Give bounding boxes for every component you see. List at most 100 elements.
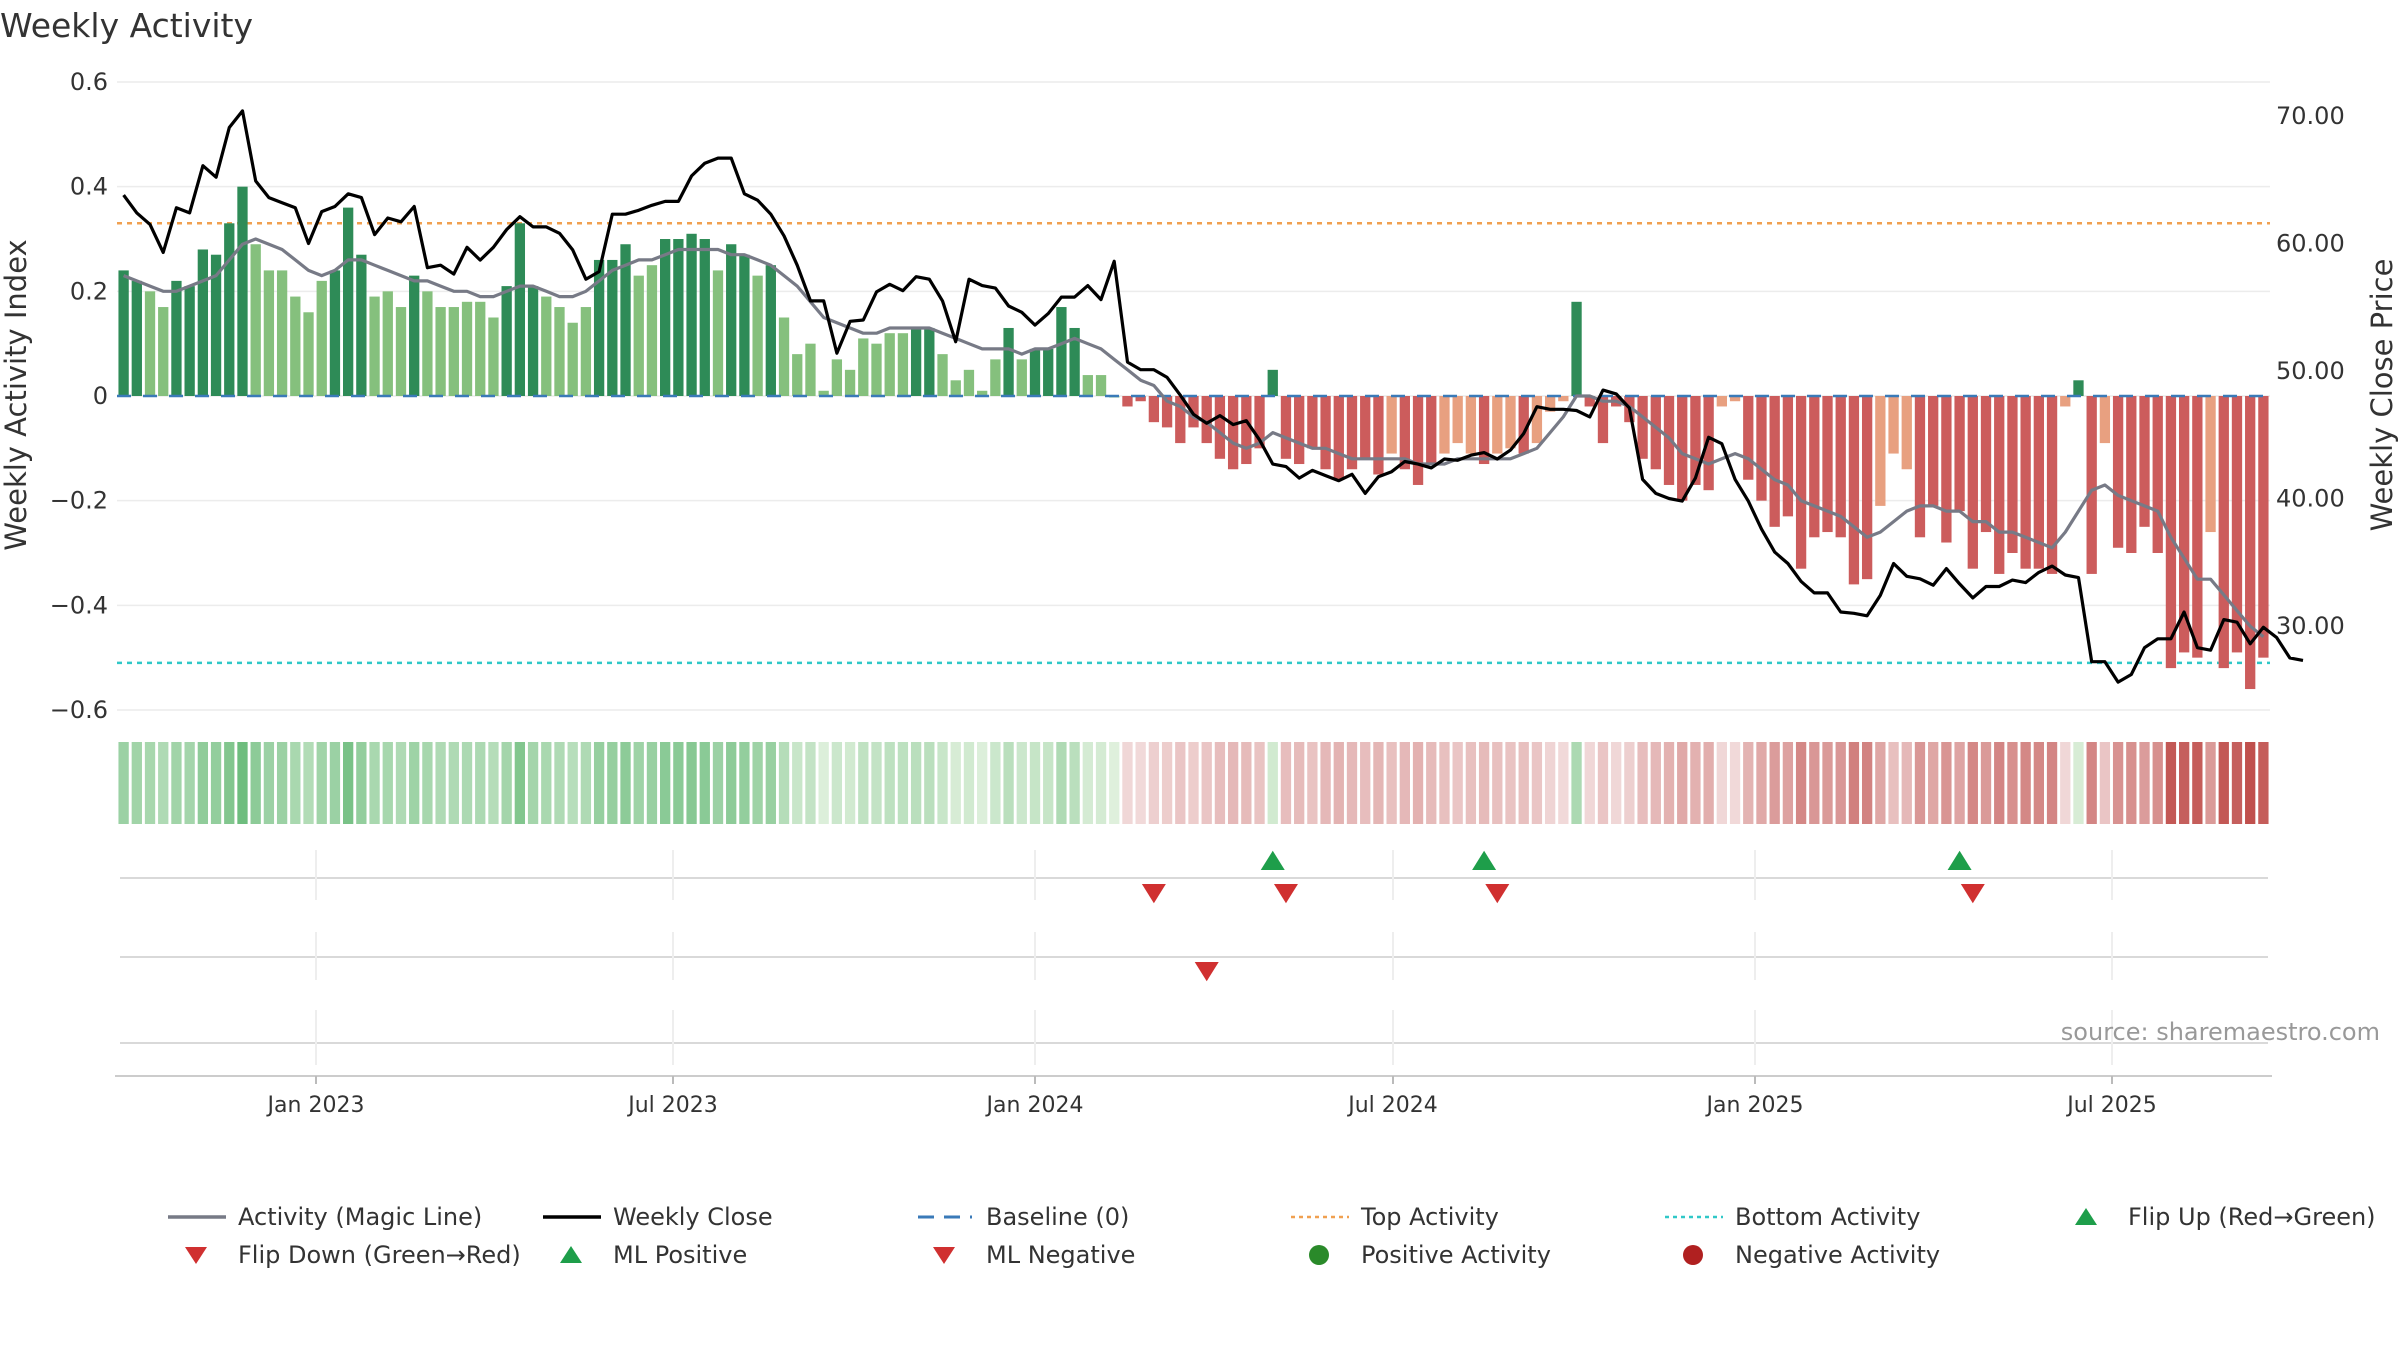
heat-strip-cell <box>1518 742 1529 824</box>
activity-bar <box>356 254 367 396</box>
activity-bar <box>144 291 156 396</box>
x-tick-label: Jul 2023 <box>626 1093 718 1118</box>
y-left-tick-label: 0.6 <box>70 68 108 96</box>
heat-strip-cell <box>1227 742 1239 824</box>
activity-bar <box>1399 396 1410 470</box>
y-right-tick-label: 30.00 <box>2276 612 2345 640</box>
legend-item: Top Activity <box>1291 1203 1499 1231</box>
flip-up-marker <box>1472 850 1497 870</box>
legend-item: ML Positive <box>560 1241 747 1269</box>
activity-bar <box>1492 396 1503 454</box>
heat-strip-cell <box>158 742 169 824</box>
activity-bar <box>1809 396 1820 538</box>
legend-swatch <box>2075 1208 2097 1225</box>
activity-bar <box>884 333 895 396</box>
heat-strip-cell <box>1175 742 1186 824</box>
heat-strip-cell <box>1637 742 1648 824</box>
heat-strip-cell <box>963 742 975 824</box>
heat-strip-cell <box>567 742 578 824</box>
heat-strip-cell <box>488 742 499 824</box>
activity-bar <box>501 286 512 396</box>
activity-bar <box>1941 396 1952 543</box>
activity-bar <box>805 343 816 396</box>
heat-strip-cell <box>1663 742 1675 824</box>
series-lines <box>117 109 2304 684</box>
activity-bar <box>1888 396 1899 454</box>
heat-strip-cell <box>1003 742 1014 824</box>
heat-strip-cell <box>1703 742 1714 824</box>
heat-strip-cell <box>1571 742 1582 824</box>
legend-label: ML Positive <box>613 1241 747 1269</box>
heat-strip-cell <box>1769 742 1780 824</box>
activity-bar <box>514 223 526 396</box>
heat-strip-cell <box>1967 742 1978 824</box>
heat-strip-cell <box>1809 742 1820 824</box>
activity-bar <box>1175 396 1186 444</box>
heat-strip-cell <box>1690 742 1701 824</box>
heat-strip-cell <box>2205 742 2216 824</box>
legend-item: Positive Activity <box>1309 1241 1551 1269</box>
heat-strip-cell <box>831 742 843 824</box>
heat-strip-cell <box>1729 742 1741 824</box>
source-label: source: sharemaestro.com <box>2061 1018 2380 1046</box>
heat-strip-cell <box>871 742 882 824</box>
heat-strip-cell <box>1016 742 1027 824</box>
activity-bar <box>1994 396 2005 574</box>
activity-bar <box>1135 396 1146 402</box>
heat-strip-cell <box>1994 742 2005 824</box>
heat-strip-cell <box>316 742 327 824</box>
y-axis-left-label: Weekly Activity Index <box>0 239 33 550</box>
heat-strip-cell <box>646 742 658 824</box>
legend-label: Weekly Close <box>613 1203 773 1231</box>
activity-bar <box>620 244 631 396</box>
heat-strip-cell <box>382 742 393 824</box>
activity-bar <box>554 307 565 396</box>
activity-bar <box>1016 359 1027 396</box>
heat-strip-cell <box>805 742 816 824</box>
heat-strip-cell <box>1333 742 1344 824</box>
activity-bar <box>1095 375 1107 396</box>
activity-bar <box>567 322 578 396</box>
heat-strip-cell <box>660 742 671 824</box>
heat-strip-cell <box>2073 742 2084 824</box>
heat-strip-cell <box>1346 742 1358 824</box>
heat-strip-cell <box>2060 742 2071 824</box>
heat-strip-cell <box>2126 742 2137 824</box>
activity-heat-strip <box>118 742 2269 824</box>
activity-bar <box>1861 396 1873 580</box>
heat-strip-cell <box>726 742 737 824</box>
heat-strip-cell <box>184 742 195 824</box>
reference-lines <box>117 222 2270 665</box>
heat-strip-cell <box>250 742 261 824</box>
activity-bar <box>422 291 433 396</box>
heat-strip-cell <box>1399 742 1410 824</box>
activity-bar <box>1478 396 1490 465</box>
heat-strip-cell <box>263 742 275 824</box>
y-right-tick-label: 40.00 <box>2276 485 2345 513</box>
activity-bar <box>686 233 697 396</box>
heat-strip-cell <box>237 742 248 824</box>
heat-strip-cell <box>554 742 565 824</box>
heat-strip-cell <box>792 742 803 824</box>
activity-bar <box>263 270 275 396</box>
activity-bar <box>1254 396 1265 449</box>
activity-bar <box>237 186 248 396</box>
heat-strip-cell <box>1756 742 1767 824</box>
activity-bar <box>2205 396 2216 533</box>
activity-bar <box>1584 396 1595 407</box>
activity-bar <box>2086 396 2097 574</box>
activity-bar <box>1901 396 1912 470</box>
heat-strip-cell <box>2245 742 2256 824</box>
activity-bar <box>1214 396 1226 459</box>
heat-strip-cell <box>1611 742 1622 824</box>
heat-strip-cell <box>1294 742 1305 824</box>
heat-strip-cell <box>1082 742 1093 824</box>
activity-bar <box>1426 396 1437 465</box>
heat-strip-cell <box>778 742 790 824</box>
heat-strip-cell <box>1148 742 1160 824</box>
y-right-tick-label: 60.00 <box>2276 230 2345 258</box>
activity-bar <box>858 338 869 396</box>
heat-strip-cell <box>210 742 222 824</box>
activity-bar <box>2033 396 2045 569</box>
activity-bar <box>2245 396 2256 690</box>
